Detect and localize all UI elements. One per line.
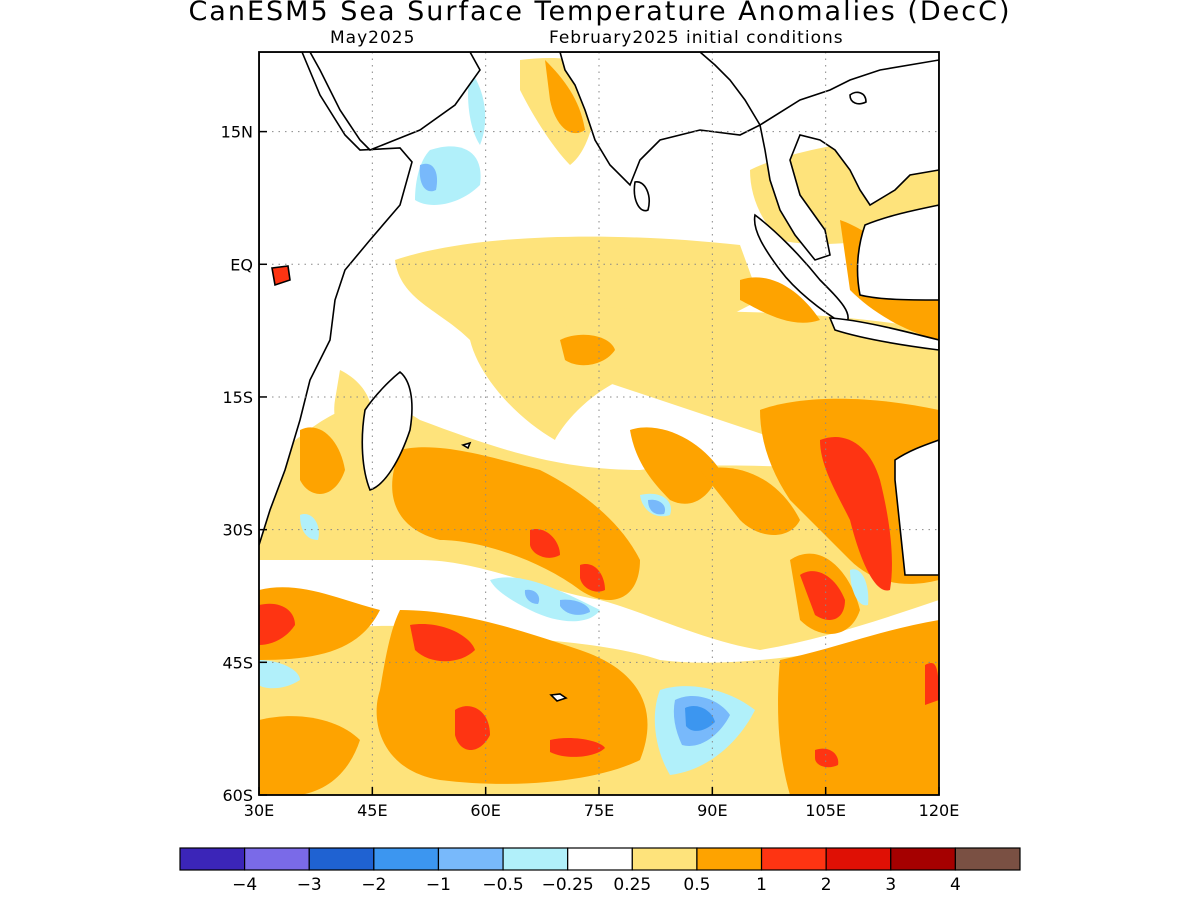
lat-tick-label: 60S (222, 786, 253, 805)
colorbar-label: 1 (756, 875, 767, 895)
chart-title: CanESM5 Sea Surface Temperature Anomalie… (188, 0, 1012, 27)
lon-tick-label: 75E (584, 801, 614, 820)
colorbar-swatch (760, 847, 827, 871)
colorbar-swatch (373, 847, 440, 871)
colorbar-label: 4 (950, 875, 961, 895)
lat-tick-label: EQ (230, 255, 253, 274)
colorbar-swatch (179, 847, 246, 871)
colorbar-swatch (631, 847, 698, 871)
colorbar-swatch (954, 847, 1021, 871)
lat-tick-label: 30S (222, 521, 253, 540)
colorbar-label: −3 (297, 875, 322, 895)
axis-ticks: 30E 45E 60E 75E 90E 105E 120E 15N EQ 15S 30S 45S 60S (221, 123, 960, 820)
colorbar: −4 −3 −2 −1 −0.5 −0.25 0.25 0.5 1 2 3 4 (179, 847, 1021, 895)
colorbar-swatch (567, 847, 633, 871)
colorbar-label: 0.5 (683, 875, 710, 895)
lon-tick-label: 45E (357, 801, 387, 820)
colorbar-swatch (244, 847, 310, 871)
colorbar-label: 2 (821, 875, 832, 895)
colorbar-label: 0.25 (613, 875, 651, 895)
lat-tick-label: 15N (221, 123, 253, 142)
lon-tick-label: 120E (919, 801, 960, 820)
colorbar-swatch (437, 847, 504, 871)
colorbar-swatch (696, 847, 763, 871)
coastlines (259, 52, 939, 702)
colorbar-label: 3 (885, 875, 896, 895)
lon-tick-label: 60E (470, 801, 500, 820)
forecast-month: May2025 (330, 28, 416, 48)
colorbar-swatch (502, 847, 569, 871)
colorbar-swatch (825, 847, 892, 871)
colorbar-label: −0.5 (482, 875, 523, 895)
colorbar-label: −2 (361, 875, 386, 895)
graticule (259, 52, 939, 795)
initial-conditions: February2025 initial conditions (549, 28, 844, 48)
colorbar-swatch (308, 847, 375, 871)
lat-tick-label: 15S (222, 388, 253, 407)
lon-tick-label: 30E (244, 801, 274, 820)
colorbar-label: −0.25 (542, 875, 594, 895)
colorbar-label: −1 (426, 875, 451, 895)
lon-tick-label: 105E (805, 801, 846, 820)
colorbar-label: −4 (232, 875, 257, 895)
lon-tick-label: 90E (697, 801, 727, 820)
colorbar-swatch (890, 847, 956, 871)
lat-tick-label: 45S (222, 653, 253, 672)
